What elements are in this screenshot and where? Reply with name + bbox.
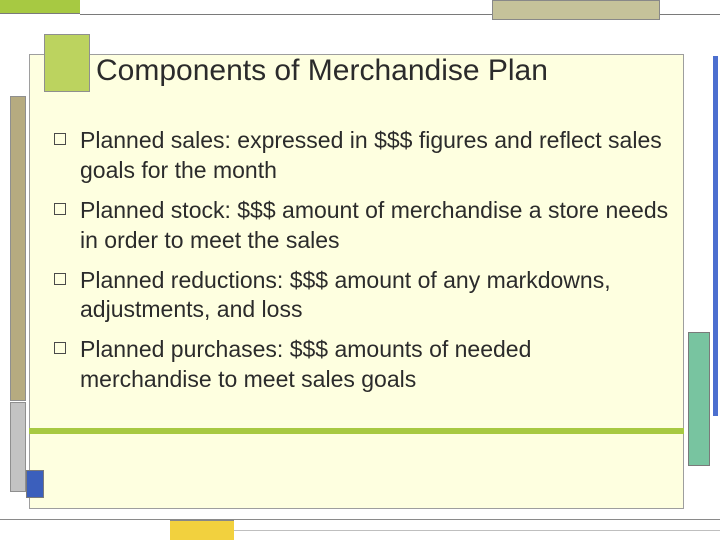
list-item-text: Planned reductions: $$$ amount of any ma…	[80, 266, 669, 326]
decor-right-blue-thin	[713, 56, 718, 416]
list-item-text: Planned purchases: $$$ amounts of needed…	[80, 335, 669, 395]
decor-green-stripe	[29, 428, 684, 434]
square-bullet-icon	[54, 273, 66, 285]
list-item: Planned purchases: $$$ amounts of needed…	[54, 335, 669, 395]
decor-left-grey	[10, 402, 26, 492]
square-bullet-icon	[54, 203, 66, 215]
square-bullet-icon	[54, 342, 66, 354]
slide: Components of Merchandise Plan Planned s…	[0, 0, 720, 540]
list-item: Planned stock: $$$ amount of merchandise…	[54, 196, 669, 256]
decor-top-beige	[492, 0, 660, 20]
decor-left-blue	[26, 470, 44, 498]
decor-bottom-line	[0, 519, 720, 520]
decor-bottom-line2	[234, 530, 720, 531]
decor-green-square	[44, 34, 90, 92]
list-item: Planned reductions: $$$ amount of any ma…	[54, 266, 669, 326]
bullet-list: Planned sales: expressed in $$$ figures …	[54, 126, 669, 405]
decor-bottom-yellow	[170, 520, 234, 540]
list-item: Planned sales: expressed in $$$ figures …	[54, 126, 669, 186]
list-item-text: Planned sales: expressed in $$$ figures …	[80, 126, 669, 186]
decor-left-olive	[10, 96, 26, 401]
decor-right-teal	[688, 332, 710, 466]
square-bullet-icon	[54, 133, 66, 145]
slide-title: Components of Merchandise Plan	[96, 54, 676, 88]
list-item-text: Planned stock: $$$ amount of merchandise…	[80, 196, 669, 256]
decor-top-green	[0, 0, 80, 14]
